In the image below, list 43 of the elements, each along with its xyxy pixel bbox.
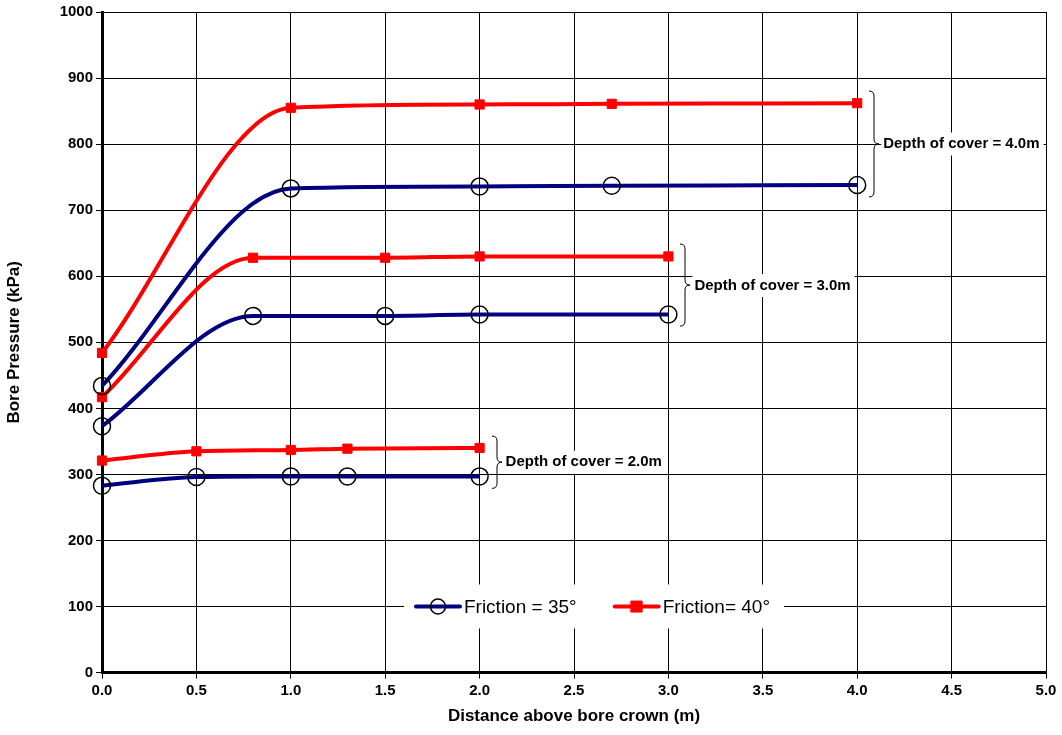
x-tick-label: 3.0 [657,680,679,698]
point [342,443,353,454]
point [474,251,485,262]
x-tick-label: 1.5 [374,680,396,698]
point [852,98,863,109]
point [285,444,296,456]
y-tick-label: 700 [67,200,93,218]
x-tick-label: 0.0 [91,680,113,698]
annotation: Depth of cover = 4.0m [883,134,1040,152]
x-tick-label: 0.5 [185,680,207,698]
y-axis-title: Bore Pressure (kPa) [3,261,23,424]
point [191,446,202,457]
point [474,442,485,454]
point [606,98,617,109]
x-axis-title: Distance above bore crown (m) [447,706,701,726]
y-tick-label: 200 [67,530,93,548]
legend-label: Friction = 35° [463,595,577,617]
point [663,251,674,262]
y-tick-label: 900 [67,68,93,86]
y-tick-label: 100 [67,596,93,614]
point [247,252,259,263]
y-tick-label: 500 [67,332,93,350]
y-tick-label: 400 [67,398,93,416]
x-tick-label: 4.5 [941,680,963,698]
annotation: Depth of cover = 3.0m [694,275,851,293]
point [96,455,108,466]
point [96,347,108,358]
x-tick-label: 2.5 [563,680,585,698]
legend-label: Friction= 40° [662,595,771,617]
y-tick-label: 1000 [59,2,93,20]
annotation: Depth of cover = 2.0m [505,452,662,470]
point [474,99,485,110]
x-tick-label: 4.0 [846,680,868,698]
x-tick-label: 5.0 [1035,680,1057,698]
y-tick-label: 300 [67,464,93,482]
x-tick-label: 3.5 [752,680,774,698]
y-tick-label: 800 [67,134,93,152]
x-tick-label: 1.0 [280,680,302,698]
point [285,102,296,113]
point [380,252,391,263]
y-tick-label: 0 [84,662,93,680]
x-tick-label: 2.0 [469,680,491,698]
y-tick-label: 600 [67,266,93,284]
